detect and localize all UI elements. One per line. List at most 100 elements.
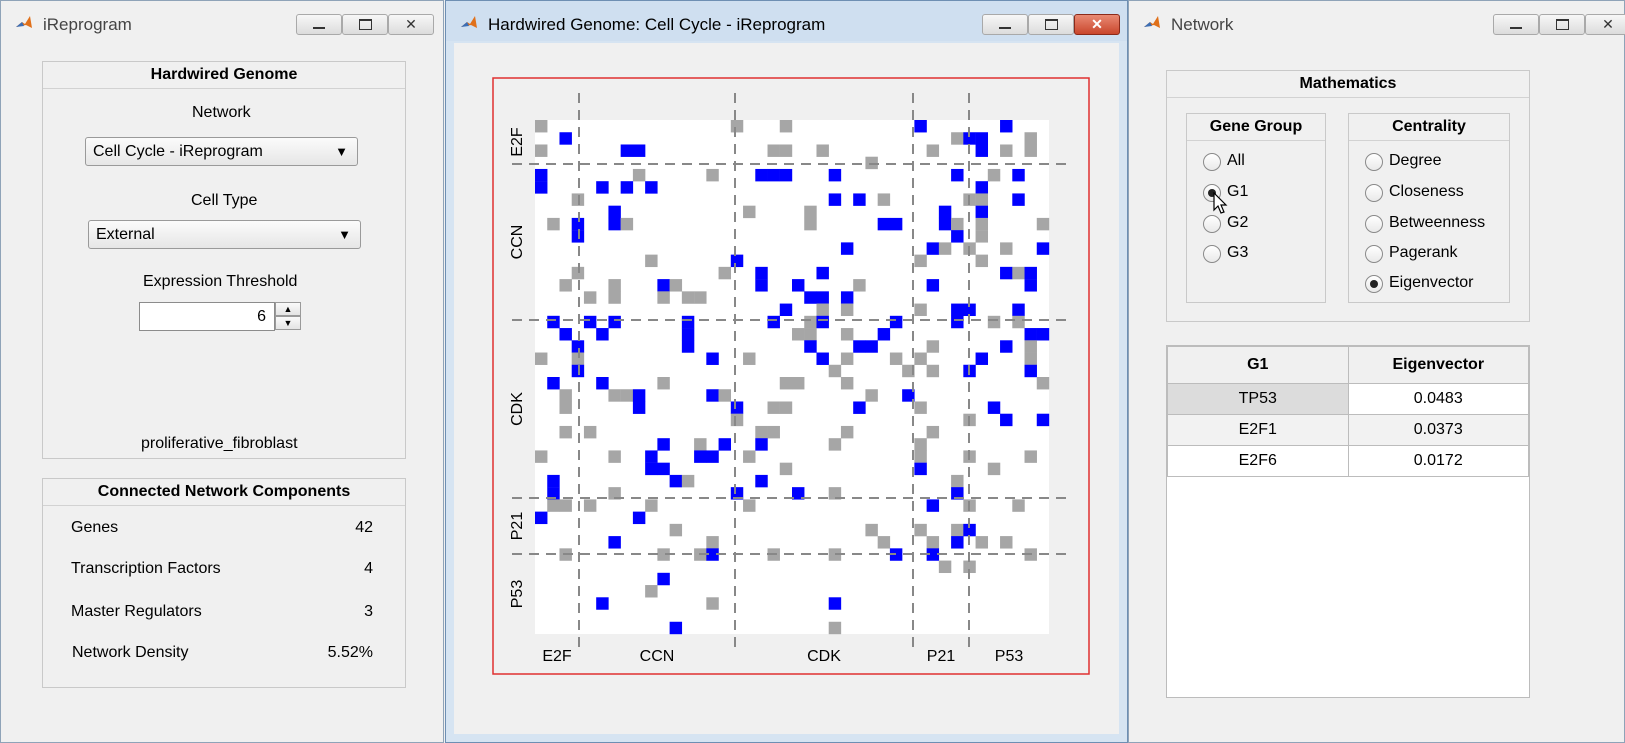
minimize-button[interactable] xyxy=(1493,14,1539,35)
matrix-cell xyxy=(608,205,621,219)
maximize-button[interactable] xyxy=(342,14,388,35)
matrix-cell xyxy=(559,132,572,145)
matrix-cell xyxy=(926,144,940,157)
matrix-cell xyxy=(743,352,756,365)
matrix-cell xyxy=(1036,377,1050,390)
column-header-eigenvector[interactable]: Eigenvector xyxy=(1347,346,1529,384)
spinner-up-button[interactable]: ▲ xyxy=(275,302,301,316)
radio-button[interactable] xyxy=(1365,184,1383,202)
matrix-cell xyxy=(816,303,829,317)
maximize-button[interactable] xyxy=(1539,14,1585,35)
radio-label: All xyxy=(1227,152,1245,169)
matrix-cell xyxy=(669,523,683,537)
matrix-cell xyxy=(583,425,597,439)
window-title: Hardwired Genome: Cell Cycle - iReprogra… xyxy=(488,15,826,34)
matrix-cell xyxy=(889,352,903,365)
matrix-cell xyxy=(669,621,683,635)
network-dropdown[interactable]: Cell Cycle - iReprogram ▼ xyxy=(85,137,358,166)
gene-cell[interactable]: TP53 xyxy=(1167,383,1349,415)
maximize-button[interactable] xyxy=(1028,14,1074,35)
matrix-cell xyxy=(987,401,1001,414)
matrix-cell xyxy=(767,315,780,329)
matrix-cell xyxy=(951,168,964,182)
spinner-down-button[interactable]: ▼ xyxy=(275,316,301,330)
matrix-cell xyxy=(1000,413,1013,427)
matrix-cell xyxy=(792,377,805,390)
matrix-cell xyxy=(645,462,658,476)
gene-cell[interactable]: E2F1 xyxy=(1167,414,1349,446)
close-button[interactable]: ✕ xyxy=(388,14,434,35)
matrix-cell xyxy=(632,401,646,414)
matrix-cell xyxy=(608,487,621,500)
transcription-factors-value: 4 xyxy=(364,560,373,577)
matrix-cell xyxy=(938,242,952,255)
matrix-cell xyxy=(596,181,609,194)
matrix-cell xyxy=(975,352,989,365)
table-row[interactable]: E2F1 0.0373 xyxy=(1167,414,1529,446)
matrix-cell xyxy=(706,352,719,365)
network-titlebar[interactable]: Network ✕ xyxy=(1129,1,1625,41)
table-row[interactable]: E2F6 0.0172 xyxy=(1167,445,1529,477)
matrix-cell xyxy=(877,328,891,341)
matrix-cell xyxy=(804,315,817,329)
matlab-icon xyxy=(1144,16,1160,28)
matrix-cell xyxy=(963,560,976,574)
minimize-button[interactable] xyxy=(296,14,342,35)
matrix-cell xyxy=(914,450,927,463)
radio-button-selected[interactable] xyxy=(1365,275,1383,293)
matrix-cell xyxy=(914,120,927,133)
matrix-cell xyxy=(559,389,572,402)
matrix-cell xyxy=(779,377,793,390)
matrix-cell xyxy=(865,389,878,402)
matrix-cell xyxy=(804,340,817,353)
ireprogram-titlebar[interactable]: iReprogram ✕ xyxy=(1,1,443,41)
matrix-cell xyxy=(535,352,548,365)
matrix-cell xyxy=(1036,413,1050,427)
radio-button[interactable] xyxy=(1365,153,1383,171)
matrix-cell xyxy=(840,303,854,317)
radio-button[interactable] xyxy=(1365,215,1383,233)
matrix-cell xyxy=(792,328,805,341)
matrix-cell xyxy=(853,401,866,414)
matrix-cell xyxy=(804,217,817,231)
matrix-cell xyxy=(840,352,854,365)
cell-type-dropdown[interactable]: External ▼ xyxy=(88,220,361,249)
minimize-button[interactable] xyxy=(982,14,1028,35)
master-regulators-value: 3 xyxy=(364,603,373,620)
gene-group-title: Gene Group xyxy=(1187,114,1325,141)
matrix-cell xyxy=(559,425,572,439)
matrix-cell xyxy=(1012,193,1025,206)
table-row[interactable]: TP53 0.0483 xyxy=(1167,383,1529,415)
matrix-cell xyxy=(853,279,866,292)
close-icon: ✕ xyxy=(1602,16,1614,32)
matrix-cell xyxy=(535,144,548,157)
matrix-cell xyxy=(620,144,634,157)
matrix-cell xyxy=(926,340,940,353)
radio-button[interactable] xyxy=(1203,153,1221,171)
matrix-cell xyxy=(975,205,989,219)
radio-button[interactable] xyxy=(1203,245,1221,263)
centrality-title: Centrality xyxy=(1349,114,1509,141)
close-icon: ✕ xyxy=(405,16,417,32)
value-cell[interactable]: 0.0172 xyxy=(1347,445,1529,477)
matrix-cell xyxy=(1024,279,1037,292)
value-cell[interactable]: 0.0483 xyxy=(1347,383,1529,415)
matrix-cell xyxy=(1012,315,1025,329)
gene-cell[interactable]: E2F6 xyxy=(1167,445,1349,477)
matrix-cell xyxy=(681,340,695,353)
close-icon: ✕ xyxy=(1091,16,1103,32)
close-button[interactable]: ✕ xyxy=(1074,14,1120,35)
matrix-cell xyxy=(620,389,634,402)
matrix-cell xyxy=(755,279,768,292)
column-header-group[interactable]: G1 xyxy=(1167,346,1349,384)
radio-button[interactable] xyxy=(1203,215,1221,233)
plot-titlebar[interactable]: Hardwired Genome: Cell Cycle - iReprogra… xyxy=(446,1,1127,41)
matrix-cell xyxy=(535,120,548,133)
close-button[interactable]: ✕ xyxy=(1585,14,1625,35)
value-cell[interactable]: 0.0373 xyxy=(1347,414,1529,446)
expression-threshold-input[interactable]: 6 xyxy=(139,302,275,331)
matrix-cell xyxy=(608,315,621,329)
matrix-cell xyxy=(559,328,572,341)
radio-button[interactable] xyxy=(1365,245,1383,263)
matrix-cell xyxy=(792,487,805,500)
